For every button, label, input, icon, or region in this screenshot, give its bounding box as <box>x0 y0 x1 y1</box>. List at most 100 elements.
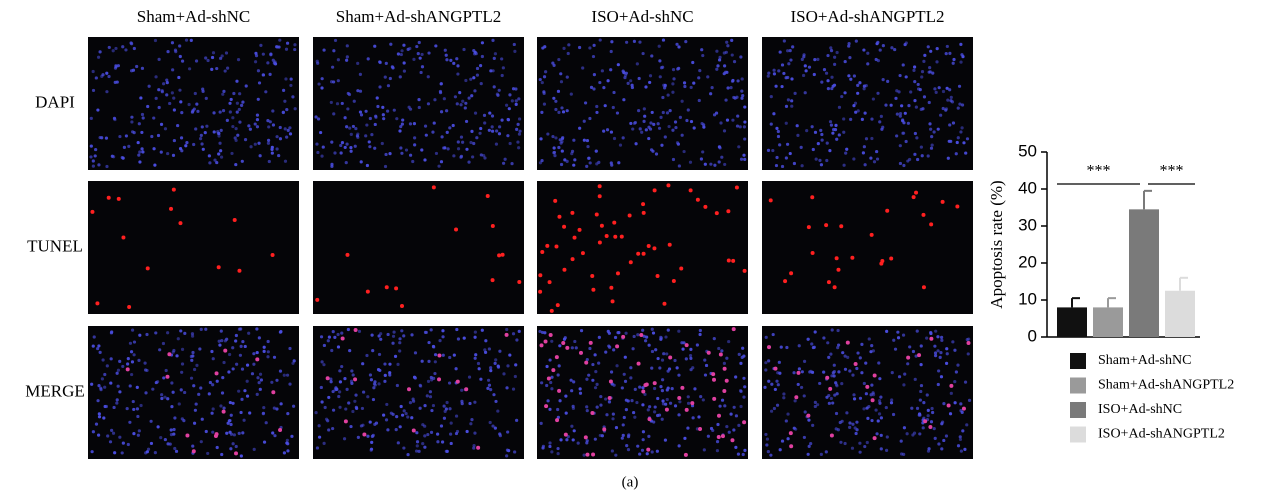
nucleus <box>856 91 860 95</box>
apoptotic <box>591 287 596 292</box>
nucleus <box>852 74 856 78</box>
nucleus <box>456 337 461 341</box>
nucleus <box>682 149 686 154</box>
apoptotic <box>255 357 260 362</box>
nucleus <box>664 335 668 339</box>
nucleus <box>396 52 401 56</box>
nucleus <box>632 39 637 44</box>
nucleus <box>373 44 377 48</box>
nucleus <box>776 371 780 375</box>
nucleus <box>932 427 936 431</box>
nucleus <box>918 398 922 402</box>
nucleus <box>676 67 680 71</box>
apoptotic <box>940 199 945 204</box>
micrograph-bg <box>762 326 973 459</box>
nucleus <box>588 161 592 165</box>
row-label: DAPI <box>35 92 75 111</box>
nucleus <box>828 120 833 124</box>
nucleus <box>550 339 554 343</box>
nucleus <box>862 87 866 91</box>
apoptotic <box>679 266 684 271</box>
nucleus <box>946 156 950 160</box>
nucleus <box>633 387 637 391</box>
nucleus <box>572 429 576 433</box>
nucleus <box>136 140 140 145</box>
nucleus <box>844 151 848 155</box>
nucleus <box>701 53 705 58</box>
nucleus <box>608 345 612 349</box>
nucleus <box>732 405 736 409</box>
nucleus <box>675 42 679 46</box>
apoptotic <box>213 433 218 438</box>
nucleus <box>837 105 842 109</box>
nucleus <box>701 398 705 402</box>
nucleus <box>578 45 582 50</box>
nucleus <box>320 77 324 81</box>
nucleus <box>171 390 175 394</box>
nucleus <box>937 442 941 446</box>
apoptotic <box>646 447 651 452</box>
nucleus <box>517 132 522 136</box>
nucleus <box>556 452 560 456</box>
nucleus <box>919 383 924 388</box>
nucleus <box>192 142 196 147</box>
nucleus <box>856 351 860 355</box>
nucleus <box>661 110 665 115</box>
nucleus <box>658 59 662 63</box>
nucleus <box>315 446 320 450</box>
nucleus <box>625 443 629 448</box>
nucleus <box>635 62 639 66</box>
nucleus <box>737 423 741 427</box>
nucleus <box>800 57 804 61</box>
apoptotic <box>806 413 811 418</box>
nucleus <box>877 399 882 403</box>
nucleus <box>221 92 225 96</box>
nucleus <box>847 42 851 46</box>
apoptotic <box>464 387 469 392</box>
nucleus <box>190 334 195 338</box>
apoptotic <box>602 427 607 432</box>
apoptotic <box>353 328 358 333</box>
nucleus <box>889 401 894 405</box>
nucleus <box>594 370 598 374</box>
nucleus <box>629 121 633 126</box>
nucleus <box>131 399 135 404</box>
nucleus <box>788 49 792 53</box>
apoptotic <box>641 251 646 256</box>
micrograph-bg <box>313 181 524 314</box>
nucleus <box>96 55 101 59</box>
nucleus <box>885 329 889 333</box>
nucleus <box>357 329 362 333</box>
nucleus <box>778 143 782 147</box>
nucleus <box>926 414 930 418</box>
nucleus <box>138 333 142 337</box>
nucleus <box>91 69 95 74</box>
nucleus <box>338 390 342 394</box>
nucleus <box>160 88 164 93</box>
nucleus <box>611 412 615 416</box>
nucleus <box>736 79 740 83</box>
nucleus <box>225 431 229 435</box>
nucleus <box>945 347 949 351</box>
nucleus <box>858 81 862 85</box>
nucleus <box>653 410 657 414</box>
nucleus <box>378 368 382 373</box>
nucleus <box>281 110 285 115</box>
apoptotic <box>683 452 688 457</box>
nucleus <box>456 72 460 76</box>
nucleus <box>444 53 448 57</box>
nucleus <box>775 126 779 130</box>
nucleus <box>620 386 624 390</box>
nucleus <box>208 161 212 165</box>
nucleus <box>724 98 728 102</box>
nucleus <box>623 75 627 80</box>
nucleus <box>322 441 326 445</box>
nucleus <box>570 424 574 428</box>
nucleus <box>254 51 258 55</box>
nucleus <box>937 86 941 90</box>
apoptotic <box>178 221 183 226</box>
nucleus <box>651 331 656 335</box>
nucleus <box>825 141 829 145</box>
nucleus <box>941 106 945 111</box>
nucleus <box>741 346 745 350</box>
